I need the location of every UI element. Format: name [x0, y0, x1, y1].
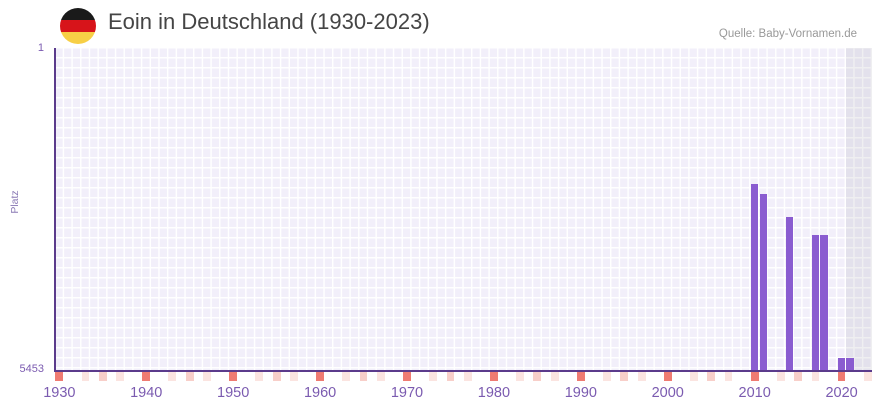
chart-header: Eoin in Deutschland (1930-2023) Quelle: … — [0, 0, 873, 46]
x-axis-tick — [272, 372, 281, 381]
x-axis-tick — [116, 372, 125, 381]
x-axis-tick — [533, 372, 542, 381]
x-axis-tick — [637, 372, 646, 381]
bar — [785, 216, 793, 370]
x-axis-tick — [663, 372, 672, 381]
x-axis-tick — [863, 372, 872, 381]
x-axis-tick — [724, 372, 733, 381]
x-axis-tick — [316, 372, 324, 381]
germany-flag-icon — [60, 8, 96, 44]
x-axis-tick — [794, 372, 803, 381]
x-axis-tick — [403, 372, 411, 381]
x-axis-tick — [429, 372, 437, 381]
x-axis-tick — [142, 372, 151, 381]
bar — [820, 235, 828, 370]
bar — [837, 358, 846, 370]
x-axis-tick — [516, 372, 524, 381]
y-axis-bottom-tick-label: 5453 — [19, 363, 44, 375]
chart-source-label: Quelle: Baby-Vornamen.de — [718, 28, 857, 40]
x-axis-tick — [255, 372, 264, 381]
x-axis-tick — [576, 372, 585, 381]
x-axis-tick — [203, 372, 211, 381]
x-axis-tick-label: 1980 — [477, 385, 511, 401]
x-axis-tick — [490, 372, 498, 381]
x-axis-tick-label: 1950 — [217, 385, 250, 401]
x-axis-tick — [98, 372, 107, 381]
x-axis-tick — [811, 372, 820, 381]
x-axis-line — [54, 370, 872, 372]
chart-title: Eoin in Deutschland (1930-2023) — [108, 9, 430, 34]
x-axis-tick — [750, 372, 759, 381]
bar — [846, 358, 854, 370]
x-axis-tick — [837, 372, 846, 381]
x-axis-tick — [463, 372, 472, 381]
x-axis-tick-label: 1960 — [303, 385, 337, 401]
x-axis-tick — [359, 372, 368, 381]
x-axis-tick-label: 1940 — [130, 385, 163, 401]
x-axis-tick — [55, 372, 64, 381]
flag-band-gold — [60, 32, 96, 44]
bar — [759, 193, 767, 370]
x-axis-tick — [168, 372, 177, 381]
y-axis-top-tick-label: 1 — [37, 42, 44, 54]
y-axis-line — [54, 48, 56, 371]
x-axis-tick-label: 1930 — [43, 385, 76, 401]
bar — [811, 235, 819, 370]
x-axis-tick — [446, 372, 455, 381]
x-axis-tick — [377, 372, 385, 381]
flag-band-black — [60, 8, 96, 20]
x-axis-tick-label: 2020 — [825, 385, 858, 401]
x-axis-tick — [81, 372, 90, 381]
x-axis-tick — [342, 372, 351, 381]
flag-band-red — [60, 20, 96, 32]
x-axis-tick-label: 1990 — [564, 385, 597, 401]
x-axis-tick-label: 2010 — [738, 385, 771, 401]
x-axis-tick — [620, 372, 629, 381]
y-axis-title: Platz — [9, 190, 21, 214]
x-axis-tick — [550, 372, 559, 381]
x-axis-tick-label: 1970 — [390, 385, 424, 401]
x-axis-tick — [602, 372, 611, 381]
x-axis-tick — [689, 372, 698, 381]
x-axis-tick-label: 2000 — [651, 385, 684, 401]
plot-area — [55, 48, 872, 370]
bar — [750, 183, 759, 370]
x-axis-tick — [290, 372, 298, 381]
x-axis-tick — [185, 372, 194, 381]
plot-gridlines — [55, 48, 872, 370]
forecast-shaded-region — [845, 48, 872, 370]
x-axis-tick — [776, 372, 785, 381]
x-axis-tick — [707, 372, 716, 381]
x-axis-tick — [229, 372, 238, 381]
